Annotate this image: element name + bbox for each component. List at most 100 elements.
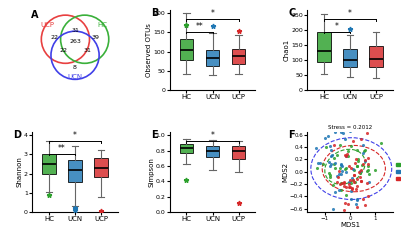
Point [355, 158, 361, 161]
Text: D: D [13, 130, 21, 140]
Point [328, 162, 334, 166]
Point [354, 198, 360, 202]
PathPatch shape [42, 154, 56, 174]
Point [330, 183, 336, 187]
Point [328, 154, 334, 158]
Point [332, 167, 338, 170]
Point [365, 168, 371, 172]
Point [323, 145, 329, 149]
Point [343, 154, 349, 158]
Point [329, 153, 335, 157]
Text: 22: 22 [51, 35, 59, 40]
Text: *: * [335, 22, 339, 31]
Point [328, 148, 334, 152]
Point [346, 186, 353, 189]
Point [354, 198, 360, 201]
Point [326, 144, 333, 148]
Point [364, 132, 370, 135]
Point [334, 174, 340, 178]
Text: 263: 263 [69, 39, 81, 44]
Text: 31: 31 [71, 28, 79, 33]
Text: 8: 8 [73, 65, 77, 70]
Point [338, 181, 344, 184]
Point [354, 184, 360, 188]
Point [334, 153, 341, 157]
Text: *: * [211, 10, 215, 18]
Point [312, 146, 319, 150]
Point [339, 169, 345, 173]
PathPatch shape [180, 39, 193, 60]
Point [360, 149, 367, 153]
Point [356, 171, 362, 174]
PathPatch shape [206, 146, 219, 157]
Point [337, 166, 343, 170]
Point [351, 168, 358, 172]
Point [360, 143, 367, 147]
Point [348, 189, 354, 193]
Point [325, 134, 331, 138]
Text: 31: 31 [83, 48, 91, 53]
Text: F: F [288, 130, 295, 140]
Text: UCN: UCN [67, 74, 83, 80]
Point [340, 131, 346, 134]
Point [364, 169, 370, 173]
Point [365, 163, 372, 166]
Point [358, 137, 365, 141]
Y-axis label: Simpson: Simpson [148, 157, 154, 187]
Point [344, 153, 350, 156]
Point [341, 180, 348, 184]
Point [355, 159, 362, 163]
Text: *: * [73, 131, 77, 140]
Point [326, 171, 332, 175]
Point [358, 179, 365, 183]
PathPatch shape [94, 158, 108, 177]
Point [331, 143, 337, 147]
Point [336, 169, 342, 173]
Text: E: E [151, 130, 157, 140]
Point [362, 158, 368, 162]
Point [343, 193, 350, 197]
Point [349, 187, 355, 191]
Point [338, 173, 344, 176]
Point [342, 154, 349, 158]
Point [334, 180, 340, 183]
Text: C: C [288, 8, 296, 18]
Text: *: * [211, 131, 215, 140]
Point [352, 181, 358, 184]
Point [346, 182, 352, 186]
Point [360, 162, 366, 166]
Point [357, 175, 363, 179]
Point [314, 166, 321, 170]
Point [359, 163, 365, 167]
Point [341, 137, 348, 140]
Point [365, 194, 371, 198]
Point [330, 162, 337, 166]
Point [378, 141, 384, 145]
PathPatch shape [343, 49, 357, 67]
Point [353, 187, 359, 191]
Point [331, 156, 338, 160]
Text: 22: 22 [59, 48, 67, 53]
Point [360, 197, 367, 201]
Y-axis label: Chao1: Chao1 [284, 39, 290, 61]
Point [327, 175, 333, 178]
Point [334, 175, 341, 179]
Point [330, 207, 336, 211]
Point [351, 173, 358, 177]
Point [351, 180, 358, 183]
Point [336, 172, 343, 176]
Point [343, 171, 350, 174]
Point [354, 164, 360, 168]
Point [327, 164, 333, 168]
Point [346, 180, 352, 184]
Point [354, 148, 360, 152]
Point [345, 149, 352, 153]
Point [337, 144, 344, 147]
Point [342, 154, 348, 157]
Text: **: ** [196, 22, 203, 31]
PathPatch shape [232, 49, 245, 64]
Text: *: * [348, 10, 352, 18]
Point [350, 167, 356, 171]
Point [319, 162, 326, 166]
Point [341, 184, 347, 188]
